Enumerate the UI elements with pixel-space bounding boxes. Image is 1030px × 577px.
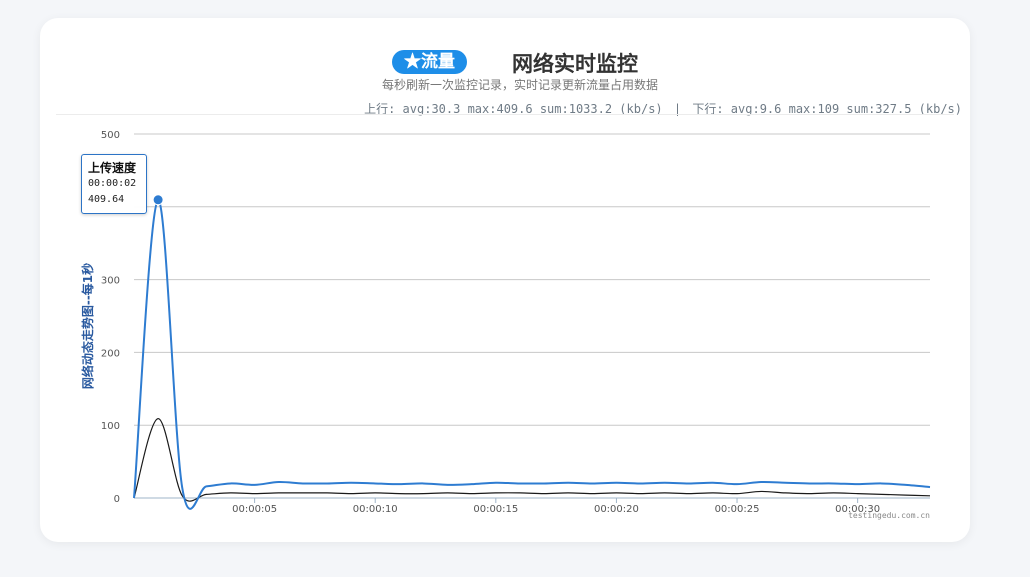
x-axis-ticks: 00:00:05 00:00:10 00:00:15 00:00:20 00:00:25…	[232, 498, 880, 515]
y-axis-ticks: 0 100 200 300 500	[101, 130, 120, 505]
upload-series-line	[133, 198, 931, 510]
traffic-summary: 上行: avg:30.3 max:409.6 sum:1033.2 (kb/s)…	[364, 100, 962, 117]
y-tick-label: 0	[114, 494, 120, 505]
x-tick-label: 00:00:05	[232, 504, 277, 515]
highlight-point[interactable]	[152, 194, 164, 206]
header-divider	[56, 114, 954, 115]
x-tick-label: 00:00:10	[353, 504, 398, 515]
upload-summary: 上行: avg:30.3 max:409.6 sum:1033.2 (kb/s)	[364, 102, 663, 116]
highlight-markers	[152, 194, 164, 206]
page-subtitle: 每秒刷新一次监控记录，实时记录更新流量占用数据	[381, 78, 658, 92]
tooltip-title: 上传速度	[88, 161, 137, 175]
y-tick-label: 200	[101, 348, 120, 359]
data-tooltip: 上传速度 00:00:02 409.64	[81, 154, 147, 214]
y-tick-label: 300	[101, 276, 120, 287]
x-tick-label: 00:00:30	[835, 504, 880, 515]
download-summary: 下行: avg:9.6 max:109 sum:327.5 (kb/s)	[692, 102, 962, 116]
x-tick-label: 00:00:25	[715, 504, 760, 515]
summary-separator: |	[673, 102, 682, 116]
monitor-card: ★流量 网络实时监控 每秒刷新一次监控记录，实时记录更新流量占用数据 上行: a…	[40, 18, 970, 542]
x-tick-label: 00:00:15	[473, 504, 518, 515]
header: ★流量 网络实时监控 每秒刷新一次监控记录，实时记录更新流量占用数据 上行: a…	[40, 18, 970, 128]
tooltip-value: 409.64	[88, 194, 125, 205]
traffic-badge: ★流量	[392, 50, 467, 74]
page-title: 网络实时监控	[512, 51, 638, 76]
y-tick-label: 500	[101, 130, 120, 141]
x-tick-label: 00:00:20	[594, 504, 639, 515]
credit-text: testingedu.com.cn	[848, 511, 930, 520]
grid-lines	[134, 133, 930, 499]
download-series-line	[133, 418, 931, 502]
y-axis-label: 网络动态走势图--每1秒	[80, 263, 95, 389]
series-lines	[133, 198, 931, 510]
tooltip-time: 00:00:02	[88, 178, 137, 189]
y-tick-label: 100	[101, 421, 120, 432]
